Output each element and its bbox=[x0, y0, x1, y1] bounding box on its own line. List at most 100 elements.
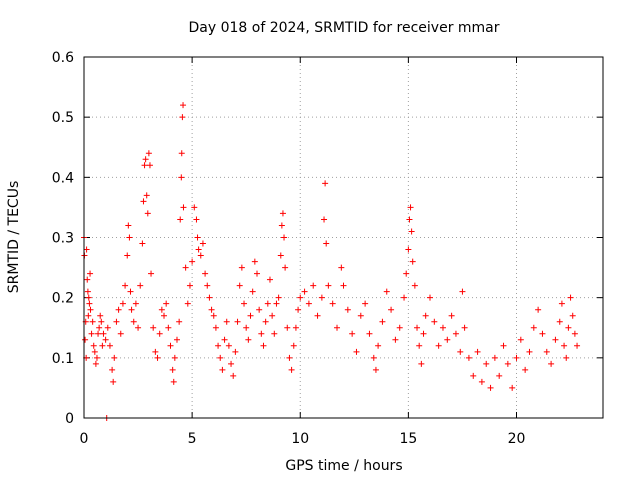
data-point bbox=[85, 294, 92, 301]
data-point bbox=[323, 240, 330, 247]
data-point bbox=[91, 348, 98, 355]
data-point bbox=[301, 288, 308, 295]
data-point bbox=[284, 324, 291, 331]
data-point bbox=[217, 354, 224, 361]
data-point bbox=[427, 294, 433, 301]
data-point bbox=[260, 342, 267, 349]
data-point bbox=[370, 354, 377, 361]
data-point bbox=[171, 354, 178, 361]
data-point bbox=[195, 246, 202, 253]
data-point bbox=[530, 324, 537, 331]
data-point bbox=[439, 324, 446, 331]
data-point bbox=[225, 342, 232, 349]
data-point bbox=[353, 348, 360, 355]
data-point bbox=[565, 324, 572, 331]
y-tick-label: 0 bbox=[65, 411, 74, 427]
data-point bbox=[125, 222, 132, 229]
data-point bbox=[504, 360, 511, 367]
data-point bbox=[204, 282, 211, 289]
data-point bbox=[212, 324, 219, 331]
data-point bbox=[202, 270, 209, 277]
data-point bbox=[452, 330, 459, 337]
data-point bbox=[349, 330, 356, 337]
data-point bbox=[548, 360, 555, 367]
data-point bbox=[113, 318, 120, 325]
data-point bbox=[275, 294, 282, 301]
data-point bbox=[84, 288, 91, 295]
data-point bbox=[448, 312, 455, 319]
data-point bbox=[150, 324, 157, 331]
data-point bbox=[444, 336, 451, 343]
data-point bbox=[127, 288, 134, 295]
data-point bbox=[569, 312, 576, 319]
y-tick-label: 0.2 bbox=[52, 291, 74, 307]
data-point bbox=[89, 318, 96, 325]
data-point bbox=[247, 312, 254, 319]
data-point bbox=[137, 282, 144, 289]
data-point bbox=[474, 348, 481, 355]
data-point bbox=[431, 318, 438, 325]
data-point bbox=[483, 360, 490, 367]
data-point bbox=[409, 258, 416, 265]
data-point bbox=[375, 342, 382, 349]
chart-title: Day 018 of 2024, SRMTID for receiver mma… bbox=[188, 20, 499, 36]
data-point bbox=[286, 354, 293, 361]
data-point bbox=[571, 330, 578, 337]
data-point bbox=[184, 300, 191, 307]
data-point bbox=[232, 348, 239, 355]
data-point bbox=[318, 294, 325, 301]
data-point bbox=[266, 276, 273, 283]
data-point bbox=[277, 252, 284, 259]
data-point bbox=[256, 306, 263, 313]
data-point bbox=[567, 294, 574, 301]
data-point bbox=[491, 354, 498, 361]
data-point bbox=[281, 234, 288, 241]
data-point bbox=[241, 300, 248, 307]
data-point bbox=[522, 366, 529, 373]
data-point bbox=[405, 246, 412, 253]
data-point bbox=[84, 276, 91, 283]
data-point bbox=[249, 288, 256, 295]
data-point bbox=[509, 384, 516, 391]
data-point bbox=[478, 378, 485, 385]
data-point bbox=[406, 216, 413, 223]
data-point bbox=[457, 348, 464, 355]
data-point bbox=[314, 312, 321, 319]
data-point bbox=[236, 282, 243, 289]
data-point bbox=[92, 360, 99, 367]
data-point bbox=[234, 318, 241, 325]
data-point bbox=[366, 330, 373, 337]
data-point bbox=[206, 294, 213, 301]
data-point bbox=[357, 312, 364, 319]
data-point bbox=[208, 306, 215, 313]
data-point bbox=[271, 330, 278, 337]
data-point bbox=[165, 324, 172, 331]
data-point bbox=[186, 282, 193, 289]
data-point bbox=[176, 318, 183, 325]
data-point bbox=[411, 282, 418, 289]
y-tick-label: 0.5 bbox=[52, 110, 74, 126]
data-point bbox=[372, 366, 379, 373]
data-point bbox=[191, 204, 198, 211]
data-point bbox=[178, 174, 185, 181]
data-point bbox=[401, 294, 408, 301]
data-point bbox=[148, 270, 155, 277]
data-point bbox=[104, 324, 111, 331]
data-point bbox=[88, 330, 95, 337]
data-point bbox=[344, 306, 351, 313]
data-point bbox=[465, 354, 472, 361]
data-point bbox=[163, 300, 170, 307]
y-tick-label: 0.3 bbox=[52, 231, 74, 247]
data-point bbox=[146, 162, 153, 169]
data-point bbox=[334, 324, 341, 331]
y-axis-label: SRMTID / TECUs bbox=[6, 181, 22, 294]
data-point bbox=[264, 300, 271, 307]
data-point bbox=[338, 264, 345, 271]
data-point bbox=[543, 348, 550, 355]
x-tick-label: 20 bbox=[508, 431, 526, 447]
data-point bbox=[87, 306, 94, 313]
data-point bbox=[245, 336, 252, 343]
data-point bbox=[305, 300, 312, 307]
data-point bbox=[87, 270, 94, 277]
